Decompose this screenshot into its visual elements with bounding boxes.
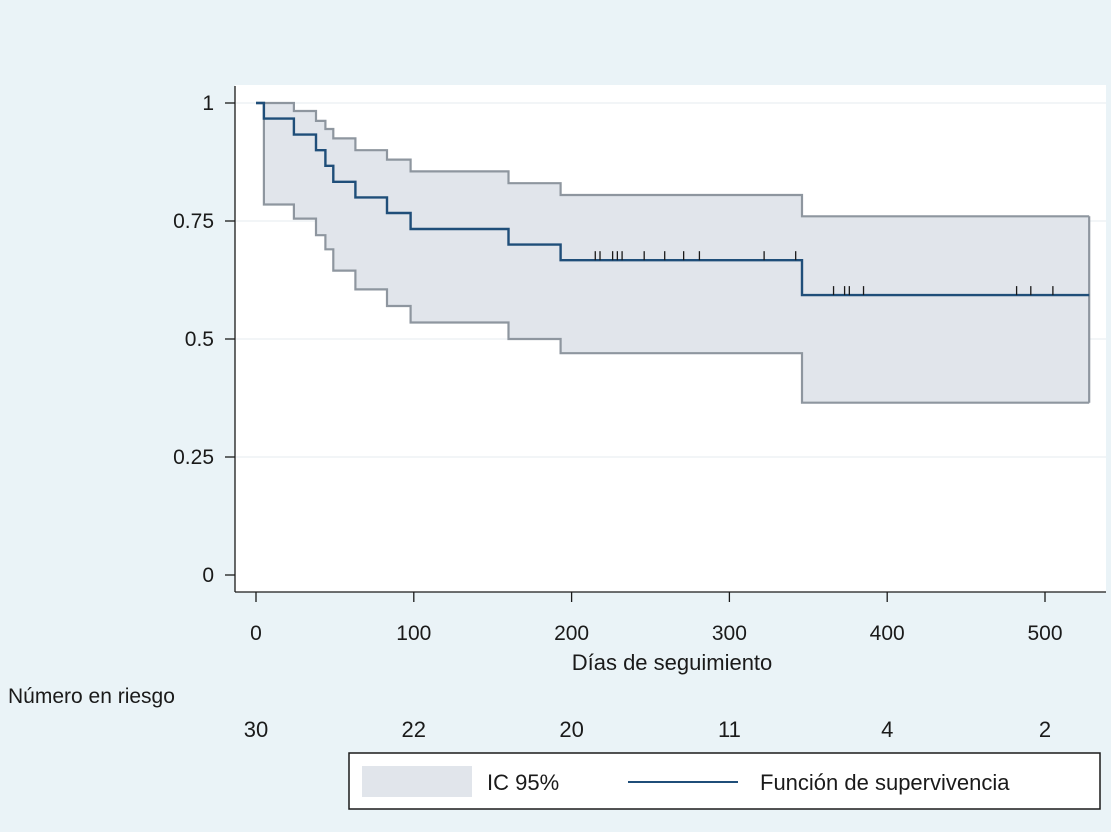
risk-value: 11: [718, 717, 741, 742]
censor-marks: [594, 251, 1054, 296]
risk-value: 30: [244, 717, 268, 742]
survival-line: [256, 101, 1090, 297]
y-tick-label: 0.5: [185, 328, 214, 351]
axes: 0 0.25 0.5 0.75 1 0 100 200 300 400 500: [173, 86, 1106, 645]
legend-ci-label: IC 95%: [487, 770, 559, 795]
y-tick-label: 1: [202, 92, 214, 115]
legend-survival-label: Función de supervivencia: [760, 770, 1010, 795]
legend-ci-swatch: [362, 766, 472, 797]
risk-table-title: Número en riesgo: [8, 685, 175, 708]
risk-value: 20: [559, 717, 583, 742]
x-tick-label: 200: [554, 622, 589, 645]
y-tick-label: 0.75: [173, 210, 214, 233]
survival-curve: [256, 101, 1090, 297]
ci-band-area: [256, 103, 1090, 403]
x-tick-label: 0: [250, 622, 262, 645]
x-tick-label: 400: [870, 622, 905, 645]
risk-value: 22: [402, 717, 426, 742]
y-tick-label: 0: [202, 564, 214, 587]
x-tick-label: 500: [1027, 622, 1062, 645]
ci-upper-line: [256, 101, 1090, 218]
risk-value: 4: [881, 717, 893, 742]
risk-value: 2: [1039, 717, 1051, 742]
y-tick-label: 0.25: [173, 446, 214, 469]
legend: IC 95% Función de supervivencia: [348, 752, 1101, 810]
ci-lower-line: [256, 101, 1090, 404]
ci-band: [256, 101, 1091, 404]
x-tick-label: 100: [396, 622, 431, 645]
risk-table: 30 22 20 11 4 2: [244, 717, 1051, 742]
x-tick-label: 300: [712, 622, 747, 645]
x-axis-title: Días de seguimiento: [572, 650, 773, 675]
